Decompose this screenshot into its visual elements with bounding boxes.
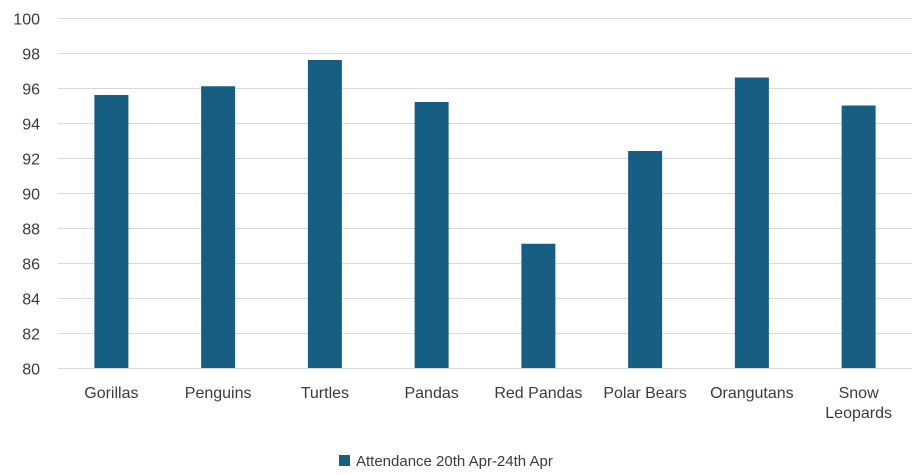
y-axis-ticks: 80 82 84 86 88 90 92 94 96 98 100 — [13, 12, 40, 379]
x-category-label: Snow — [839, 385, 879, 402]
x-category-label: Red Pandas — [494, 385, 582, 402]
y-tick-label: 94 — [22, 117, 40, 134]
x-axis-labels: Gorillas Penguins Turtles Pandas Red Pandas P… — [84, 385, 892, 422]
bars — [94, 60, 876, 368]
x-category-label: Leopards — [825, 405, 892, 422]
x-category-label: Polar Bears — [603, 385, 687, 402]
bar — [307, 60, 342, 368]
x-category-label: Gorillas — [84, 385, 138, 402]
y-tick-label: 98 — [22, 47, 40, 64]
bar — [521, 243, 556, 368]
bar — [414, 102, 449, 368]
bar — [94, 95, 129, 368]
bar — [201, 86, 236, 368]
y-tick-label: 82 — [22, 327, 40, 344]
legend-swatch — [339, 455, 350, 466]
bar — [841, 105, 876, 368]
y-tick-label: 86 — [22, 257, 40, 274]
x-category-label: Turtles — [301, 385, 349, 402]
y-tick-label: 80 — [22, 362, 40, 379]
x-category-label: Pandas — [404, 385, 458, 402]
y-tick-label: 88 — [22, 222, 40, 239]
y-tick-label: 100 — [13, 12, 40, 29]
x-category-label: Orangutans — [710, 385, 794, 402]
y-tick-label: 84 — [22, 292, 40, 309]
x-category-label: Penguins — [185, 385, 252, 402]
bar — [734, 77, 769, 368]
gridlines — [58, 18, 912, 369]
legend-label: Attendance 20th Apr-24th Apr — [356, 453, 553, 470]
legend: Attendance 20th Apr-24th Apr — [339, 453, 553, 470]
y-tick-label: 96 — [22, 82, 40, 99]
y-tick-label: 92 — [22, 152, 40, 169]
y-tick-label: 90 — [22, 187, 40, 204]
bar — [628, 151, 663, 368]
